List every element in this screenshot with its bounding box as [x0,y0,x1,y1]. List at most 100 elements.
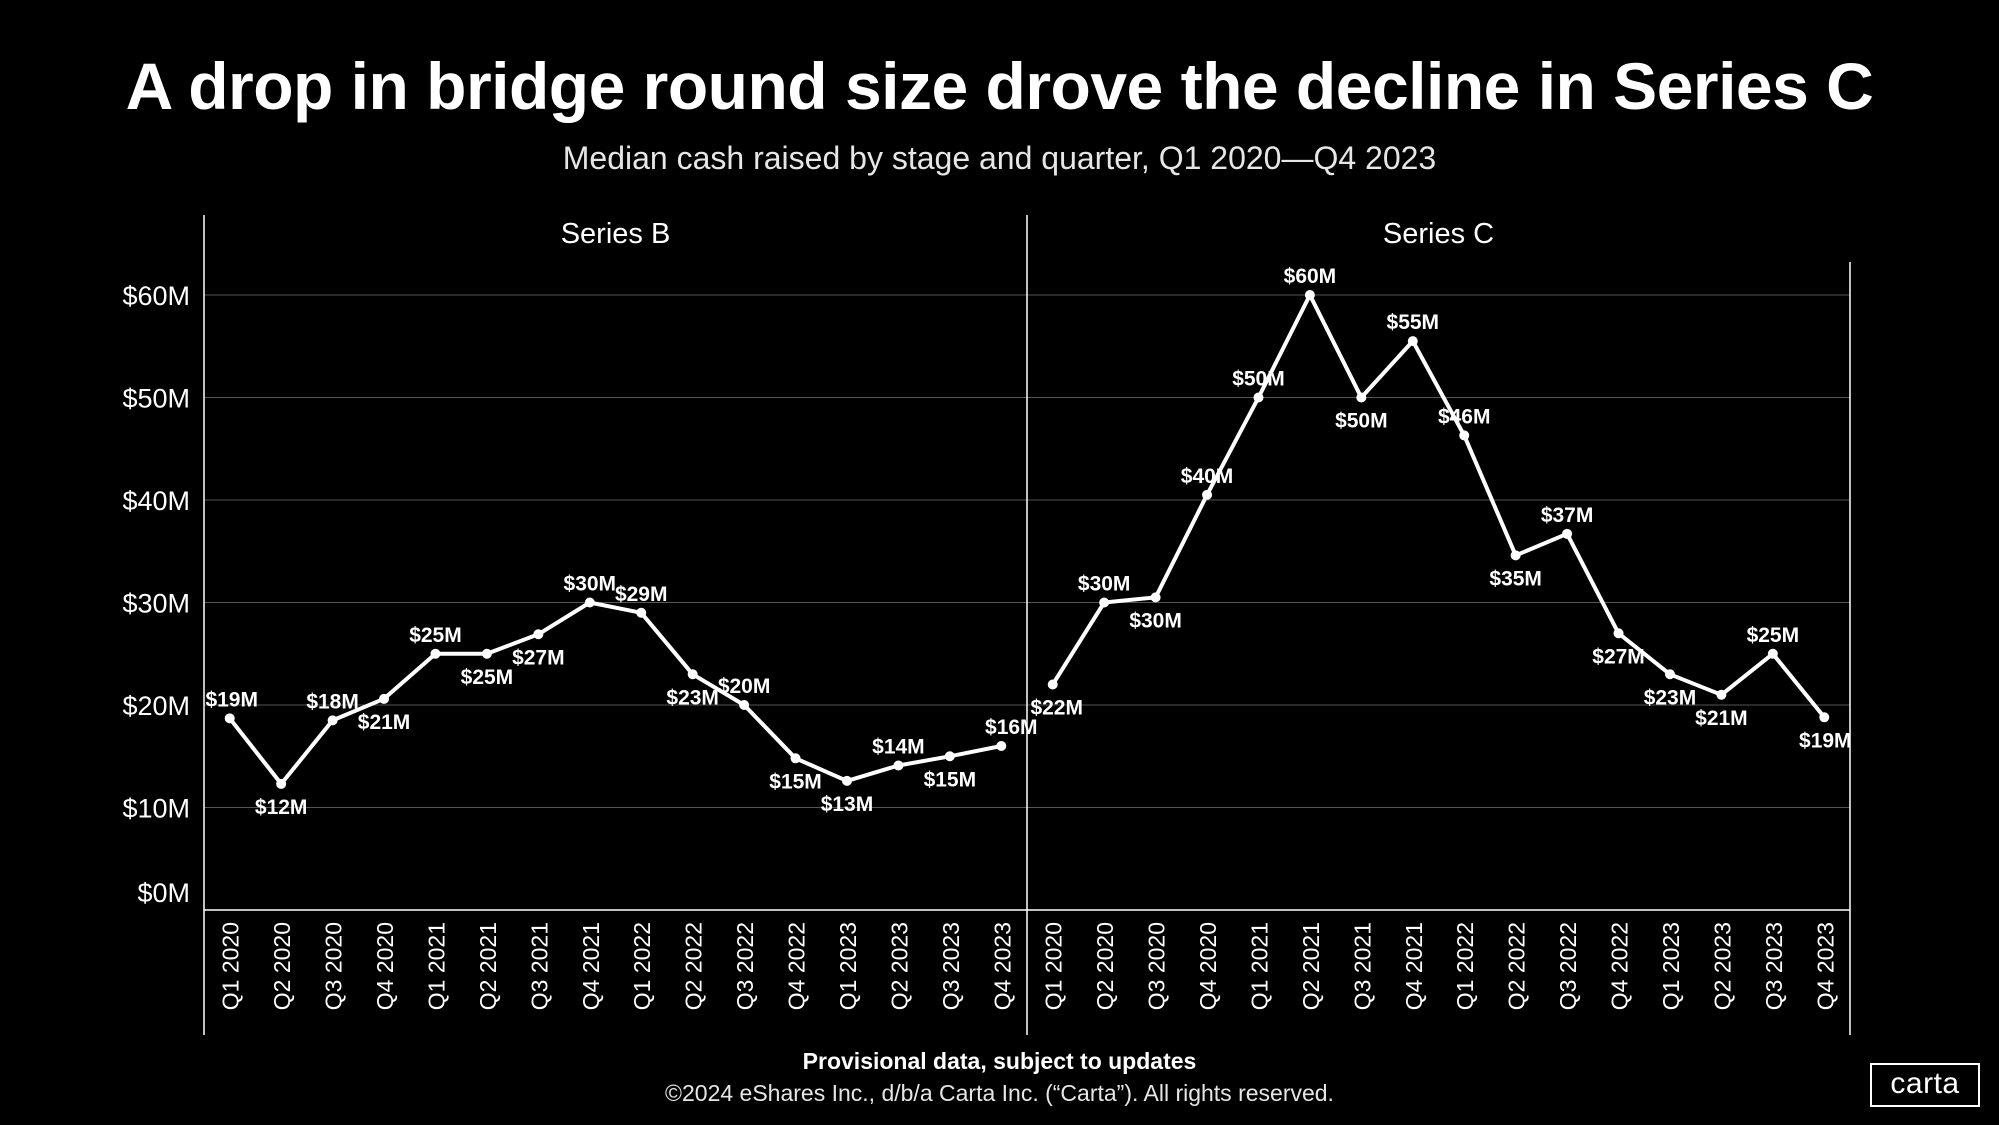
data-label: $50M [1335,410,1388,433]
x-tick-label: Q3 2021 [526,922,552,1010]
x-tick-label: Q2 2022 [681,922,707,1010]
data-point [1150,592,1161,603]
data-label: $14M [872,735,925,758]
x-tick-label: Q1 2023 [835,922,861,1010]
x-tick-label: Q1 2020 [1041,922,1067,1010]
data-label: $15M [924,768,977,791]
data-label: $55M [1387,311,1440,334]
data-point [636,607,647,618]
data-label: $37M [1541,504,1594,527]
x-tick-label: Q4 2020 [372,922,398,1010]
x-tick-label: Q3 2022 [732,922,758,1010]
data-label: $16M [985,716,1038,739]
data-label: $30M [1129,609,1182,632]
x-tick-label: Q4 2021 [578,922,604,1010]
data-label: $21M [358,711,411,734]
data-label: $30M [564,573,617,596]
x-tick-label: Q1 2020 [218,922,244,1010]
data-point [1819,712,1830,723]
x-tick-label: Q1 2022 [1452,922,1478,1010]
data-point [584,597,595,608]
x-tick-label: Q4 2023 [989,922,1015,1010]
series-line [228,600,1002,786]
x-tick-label: Q1 2021 [1246,922,1272,1010]
footer-copyright: ©2024 eShares Inc., d/b/a Carta Inc. (“C… [665,1080,1334,1106]
x-tick-label: Q2 2023 [1709,922,1735,1010]
x-tick-label: Q2 2021 [1298,922,1324,1010]
x-tick-label: Q3 2023 [1761,922,1787,1010]
data-point [430,648,441,659]
x-tick-label: Q4 2022 [1607,922,1633,1010]
data-point [1510,550,1521,561]
data-point [276,778,287,789]
x-tick-label: Q1 2022 [629,922,655,1010]
y-tick-label: $60M [122,281,190,311]
data-label: $22M [1030,697,1083,720]
data-point [1202,489,1213,500]
carta-logo: carta [1870,1063,1980,1107]
data-point [481,648,492,659]
data-label: $60M [1284,265,1337,288]
data-point [1767,648,1778,659]
data-label: $46M [1438,405,1491,428]
data-label: $12M [255,796,308,819]
panel-title-series-b: Series B [561,218,671,250]
y-tick-label: $20M [122,691,190,721]
x-tick-label: Q3 2023 [938,922,964,1010]
y-tick-label: $30M [122,589,190,619]
data-label: $35M [1489,567,1542,590]
data-point [1716,689,1727,700]
data-label: $25M [1747,624,1800,647]
x-tick-label: Q3 2022 [1555,922,1581,1010]
data-point [1304,290,1315,300]
x-tick-label: Q4 2020 [1195,922,1221,1010]
data-point [1562,528,1573,539]
data-label: $29M [615,583,668,606]
data-point [1664,669,1675,680]
x-tick-label: Q2 2023 [886,922,912,1010]
data-label: $30M [1078,573,1131,596]
panel-title-series-c: Series C [1383,218,1494,250]
x-tick-label: Q2 2021 [475,922,501,1010]
data-point [1459,430,1470,441]
data-label: $23M [666,686,719,709]
line-chart: $0M $10M $20M $30M $40M $50M $60M Series B $19M $… [122,215,1852,1035]
x-tick-label: Q3 2020 [321,922,347,1010]
data-point [1253,392,1264,403]
data-label: $19M [205,688,258,711]
data-point [1047,679,1058,690]
data-label: $13M [821,793,874,816]
data-label: $23M [1644,686,1697,709]
x-tick-label: Q4 2022 [784,922,810,1010]
x-tick-label: Q3 2021 [1349,922,1375,1010]
data-point [327,715,338,726]
data-point [1613,628,1624,639]
data-label: $25M [461,666,514,689]
x-tick-label: Q2 2020 [269,922,295,1010]
y-tick-label: $10M [122,794,190,824]
series-line [1051,293,1826,719]
data-point [1099,597,1110,608]
chart-title: A drop in bridge round size drove the de… [125,49,1874,123]
x-tick-label: Q2 2020 [1092,922,1118,1010]
x-tick-label: Q4 2023 [1812,922,1838,1010]
data-point [841,775,852,786]
data-label: $50M [1232,368,1285,391]
data-point [996,741,1007,751]
y-tick-label: $40M [122,486,190,516]
data-point [790,753,801,764]
y-tick-label: $0M [137,878,190,908]
data-label: $18M [306,690,359,713]
data-label: $21M [1695,707,1748,730]
data-label: $27M [1592,645,1645,668]
data-point [533,629,544,640]
x-tick-label: Q2 2022 [1504,922,1530,1010]
data-label: $40M [1181,465,1234,488]
data-point [739,700,750,710]
data-label: $25M [409,624,462,647]
x-tick-label: Q1 2021 [423,922,449,1010]
x-tick-label: Q3 2020 [1144,922,1170,1010]
x-tick-label: Q1 2023 [1658,922,1684,1010]
data-point [893,760,904,771]
data-point [1356,392,1367,403]
